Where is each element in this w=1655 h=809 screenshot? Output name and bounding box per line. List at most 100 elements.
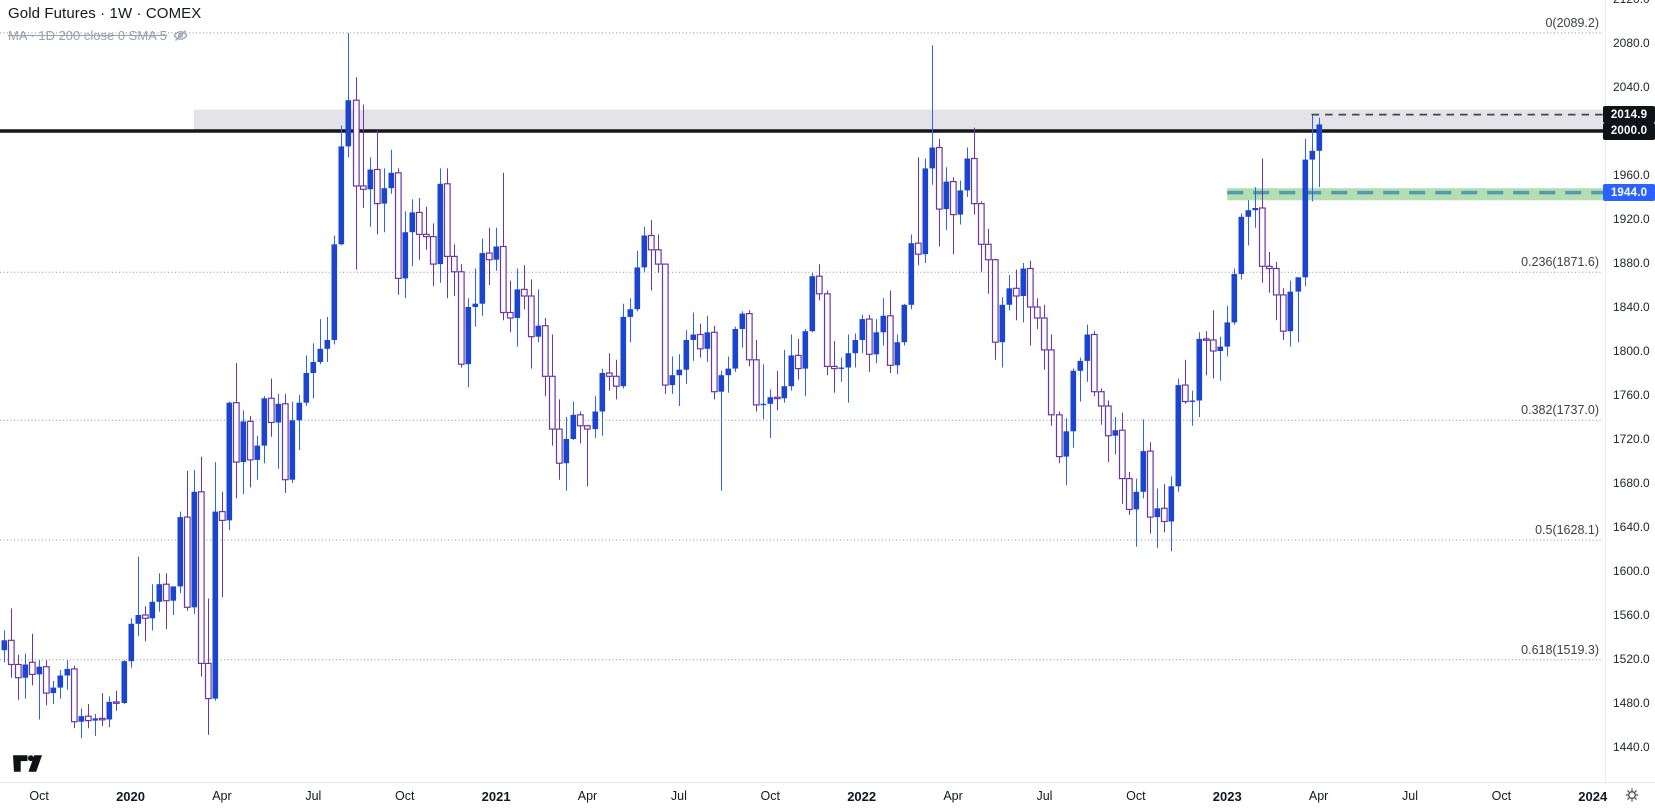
candle-body (809, 276, 816, 332)
candle-body (1033, 306, 1041, 319)
candle-body (1140, 451, 1147, 492)
candle-body (141, 614, 149, 619)
candle-body (647, 234, 655, 251)
price-tick-label: 2080.0 (1613, 36, 1650, 50)
candle-body (781, 386, 788, 399)
candle-body (555, 428, 563, 464)
candle-body (991, 259, 999, 343)
candle-body (70, 668, 78, 723)
symbol-title: Gold Futures · 1W · COMEX (8, 5, 202, 22)
time-month-label: Oct (29, 789, 49, 803)
time-month-label: Oct (1126, 789, 1146, 803)
candle-body (1077, 360, 1084, 371)
candle-body (324, 340, 331, 349)
candle-body (310, 362, 317, 373)
candle-body (254, 445, 261, 460)
candle-body (50, 687, 57, 694)
candle-body (472, 303, 479, 307)
candle-body (739, 313, 746, 329)
candle-body (1245, 210, 1252, 217)
candlestick-plot[interactable] (0, 0, 1606, 782)
candle-body (548, 375, 556, 430)
time-month-label: Oct (1491, 789, 1512, 803)
candle-body (676, 369, 683, 376)
candle-body (1279, 294, 1287, 332)
candle-body (627, 309, 634, 317)
price-level-badge: 2000.0 (1603, 122, 1655, 140)
candle-body (338, 146, 345, 245)
candle-body (964, 158, 971, 191)
time-month-label: Oct (760, 789, 780, 803)
price-tick-label: 1680.0 (1613, 476, 1650, 490)
time-month-label: Jul (1036, 789, 1053, 803)
candle-body (98, 717, 106, 721)
candle-body (281, 403, 289, 481)
candle-body (1295, 277, 1302, 292)
time-year-label: 2022 (847, 789, 877, 804)
candle-body (760, 403, 767, 406)
price-tick-label: 1960.0 (1613, 168, 1650, 182)
candle-body (289, 420, 296, 480)
candle-body (493, 246, 500, 260)
tradingview-logo[interactable] (13, 755, 42, 778)
candle-body (84, 715, 92, 722)
candle-body (583, 425, 591, 430)
candle-body (112, 701, 120, 704)
time-month-label: Apr (943, 789, 963, 803)
candle-body (732, 329, 739, 369)
time-month-label: Apr (1308, 789, 1329, 803)
candle-body (949, 181, 957, 216)
indicator-legend[interactable]: MA · 1D 200 close 0 SMA 5 (8, 28, 201, 43)
candle-body (654, 249, 662, 265)
candle-body (669, 375, 676, 386)
candle-body (710, 331, 718, 393)
candle-body (823, 293, 831, 367)
candle-body (1302, 159, 1309, 278)
candle-body (773, 396, 781, 400)
candle-body (394, 172, 402, 280)
candle-body (1168, 486, 1175, 522)
candle-body (156, 584, 163, 602)
candle-body (527, 295, 535, 338)
candle-body (1217, 346, 1224, 351)
candle-body (373, 168, 381, 205)
candle-body (42, 666, 50, 694)
candle-body (7, 639, 15, 666)
fib-level-label: 0.5(1628.1) (1535, 523, 1599, 538)
candle-body (317, 348, 324, 362)
candle-body (352, 99, 360, 187)
candle-body (576, 414, 584, 427)
candle-body (970, 157, 978, 205)
time-year-label: 2024 (1578, 789, 1608, 804)
candle-body (886, 315, 894, 366)
candle-body (922, 168, 929, 255)
candle-body (1316, 124, 1323, 151)
candle-body (977, 203, 985, 245)
candle-body (128, 623, 135, 662)
candle-body (388, 172, 395, 189)
fib-level-label: 0(2089.2) (1545, 15, 1599, 30)
candle-body (121, 661, 128, 703)
price-tick-label: 2120.0 (1613, 0, 1650, 6)
price-tick-label: 1440.0 (1613, 740, 1650, 754)
candle-body (599, 373, 606, 412)
fib-level-label: 0.618(1519.3) (1521, 642, 1599, 657)
price-tick-label: 1480.0 (1613, 696, 1650, 710)
settings-gear-icon[interactable] (1624, 787, 1640, 808)
candle-body (212, 511, 219, 699)
eye-off-icon[interactable] (173, 28, 188, 43)
candle-body (232, 402, 240, 463)
indicator-legend-label: MA · 1D 200 close 0 SMA 5 (8, 28, 167, 43)
candle-body (422, 233, 430, 238)
time-year-label: 2023 (1212, 789, 1242, 804)
candle-body (296, 402, 303, 421)
price-tick-label: 1600.0 (1613, 564, 1650, 578)
candle-body (14, 663, 22, 679)
candle-body (218, 511, 226, 522)
candle-body (1020, 268, 1027, 296)
fib-level-label: 0.236(1871.6) (1521, 255, 1599, 270)
candle-body (1224, 322, 1231, 347)
candle-body (149, 601, 156, 619)
candle-body (605, 372, 613, 377)
candle-body (815, 275, 823, 295)
